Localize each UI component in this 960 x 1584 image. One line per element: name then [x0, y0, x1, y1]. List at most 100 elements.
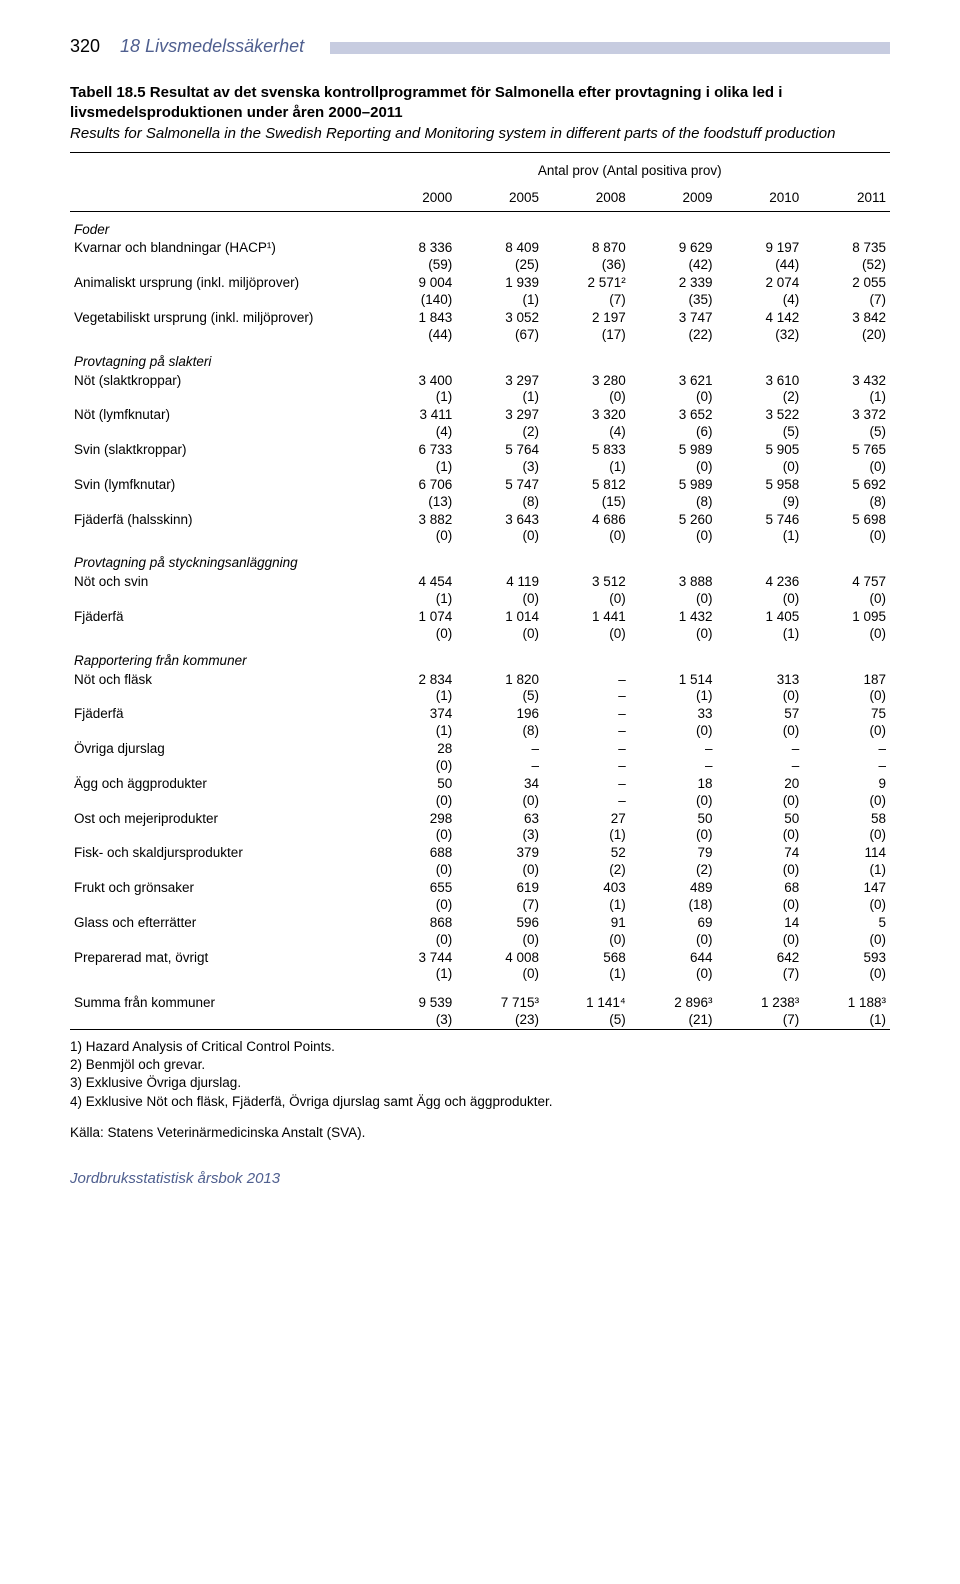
cell: 3 372: [803, 406, 890, 424]
row-label: Animaliskt ursprung (inkl. miljöprover): [70, 274, 369, 292]
cell: 688: [369, 844, 456, 862]
cell: 3 610: [716, 372, 803, 390]
cell: (0): [630, 966, 717, 983]
cell: (25): [456, 257, 543, 274]
cell: 2 339: [630, 274, 717, 292]
cell: (36): [543, 257, 630, 274]
row-label: Fjäderfä (halsskinn): [70, 511, 369, 529]
cell: 1 014: [456, 608, 543, 626]
cell: (8): [456, 494, 543, 511]
row-label: [70, 494, 369, 511]
cell: (4): [716, 292, 803, 309]
cell: 6 706: [369, 476, 456, 494]
cell: –: [543, 705, 630, 723]
cell: 5 905: [716, 441, 803, 459]
row-label: [70, 758, 369, 775]
cell: (0): [456, 591, 543, 608]
row-label: Ägg och äggprodukter: [70, 775, 369, 793]
cell: (0): [803, 626, 890, 643]
cell: 2 074: [716, 274, 803, 292]
cell: (1): [369, 389, 456, 406]
cell: 4 454: [369, 573, 456, 591]
cell: (0): [369, 897, 456, 914]
cell: 27: [543, 810, 630, 828]
cell: 1 188³: [803, 983, 890, 1012]
cell: –: [543, 775, 630, 793]
cell: (0): [456, 626, 543, 643]
cell: 3 280: [543, 372, 630, 390]
cell: 868: [369, 914, 456, 932]
cell: 3 744: [369, 949, 456, 967]
cell: (1): [716, 626, 803, 643]
table-row: (59)(25)(36)(42)(44)(52): [70, 257, 890, 274]
cell: (7): [803, 292, 890, 309]
cell: (44): [716, 257, 803, 274]
table-row: Övriga djurslag28–––––: [70, 740, 890, 758]
table-row: Ost och mejeriprodukter2986327505058: [70, 810, 890, 828]
cell: 1 820: [456, 671, 543, 689]
cell: 5 765: [803, 441, 890, 459]
page-footer: Jordbruksstatistisk årsbok 2013: [70, 1170, 890, 1187]
table-row: Fisk- och skaldjursprodukter688379527974…: [70, 844, 890, 862]
cell: (0): [369, 626, 456, 643]
cell: –: [456, 740, 543, 758]
cell: –: [543, 793, 630, 810]
cell: 3 888: [630, 573, 717, 591]
cell: 5 746: [716, 511, 803, 529]
cell: (3): [369, 1012, 456, 1029]
cell: –: [543, 723, 630, 740]
cell: (0): [543, 591, 630, 608]
cell: 593: [803, 949, 890, 967]
row-label: [70, 591, 369, 608]
cell: 52: [543, 844, 630, 862]
row-label: Fisk- och skaldjursprodukter: [70, 844, 369, 862]
cell: (0): [456, 932, 543, 949]
cell: 5 764: [456, 441, 543, 459]
cell: 642: [716, 949, 803, 967]
section-heading-label: Rapportering från kommuner: [70, 643, 890, 671]
cell: 2 571²: [543, 274, 630, 292]
cell: (17): [543, 327, 630, 344]
cell: 63: [456, 810, 543, 828]
cell: –: [716, 758, 803, 775]
row-label: [70, 389, 369, 406]
cell: (1): [803, 862, 890, 879]
row-label: [70, 459, 369, 476]
cell: (0): [716, 862, 803, 879]
cell: (0): [803, 688, 890, 705]
col-year: 2005: [456, 184, 543, 211]
cell: 5 833: [543, 441, 630, 459]
cell: (0): [803, 459, 890, 476]
row-label: Nöt och svin: [70, 573, 369, 591]
cell: 91: [543, 914, 630, 932]
section-heading: Foder: [70, 211, 890, 239]
row-label: [70, 292, 369, 309]
cell: 5 989: [630, 441, 717, 459]
cell: (2): [543, 862, 630, 879]
table-super-header: Antal prov (Antal positiva prov): [70, 152, 890, 183]
cell: (2): [716, 389, 803, 406]
section-heading-label: Provtagning på slakteri: [70, 344, 890, 372]
cell: (0): [630, 793, 717, 810]
cell: (0): [803, 793, 890, 810]
cell: (1): [543, 966, 630, 983]
cell: –: [543, 758, 630, 775]
cell: (7): [716, 1012, 803, 1029]
cell: 2 834: [369, 671, 456, 689]
cell: (0): [456, 793, 543, 810]
table-row: Fjäderfä (halsskinn)3 8823 6434 6865 260…: [70, 511, 890, 529]
cell: 57: [716, 705, 803, 723]
cell: 3 400: [369, 372, 456, 390]
cell: (0): [716, 827, 803, 844]
row-label: Nöt (slaktkroppar): [70, 372, 369, 390]
cell: 9: [803, 775, 890, 793]
cell: (0): [543, 932, 630, 949]
table-row: (1)(0)(0)(0)(0)(0): [70, 591, 890, 608]
table-row: Svin (lymfknutar)6 7065 7475 8125 9895 9…: [70, 476, 890, 494]
page-header: 320 18 Livsmedelssäkerhet: [70, 36, 890, 57]
row-label: Ost och mejeriprodukter: [70, 810, 369, 828]
table-row: Vegetabiliskt ursprung (inkl. miljöprove…: [70, 309, 890, 327]
cell: 596: [456, 914, 543, 932]
footnote: 3) Exklusive Övriga djurslag.: [70, 1074, 890, 1092]
cell: 3 882: [369, 511, 456, 529]
